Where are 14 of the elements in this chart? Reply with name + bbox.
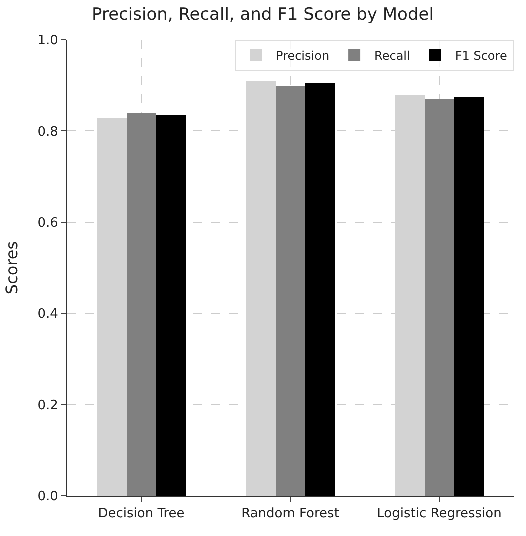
legend-label: F1 Score [455, 49, 508, 64]
legend-label: Precision [276, 49, 330, 64]
x-tick-label: Logistic Regression [377, 506, 502, 522]
y-tick-label: 0.2 [38, 398, 58, 414]
x-tick-label: Decision Tree [98, 506, 185, 522]
x-tick-label: Random Forest [242, 506, 340, 522]
y-tick-label: 1.0 [38, 34, 58, 49]
y-tick-label: 0.8 [38, 124, 58, 140]
y-axis-title: Scores [2, 241, 22, 295]
chart-title: Precision, Recall, and F1 Score by Model [92, 4, 434, 25]
y-tick-label: 0.0 [38, 490, 58, 505]
y-tick-label: 0.6 [38, 216, 58, 231]
y-tick-label: 0.4 [38, 307, 58, 322]
legend-label: Recall [374, 49, 410, 64]
